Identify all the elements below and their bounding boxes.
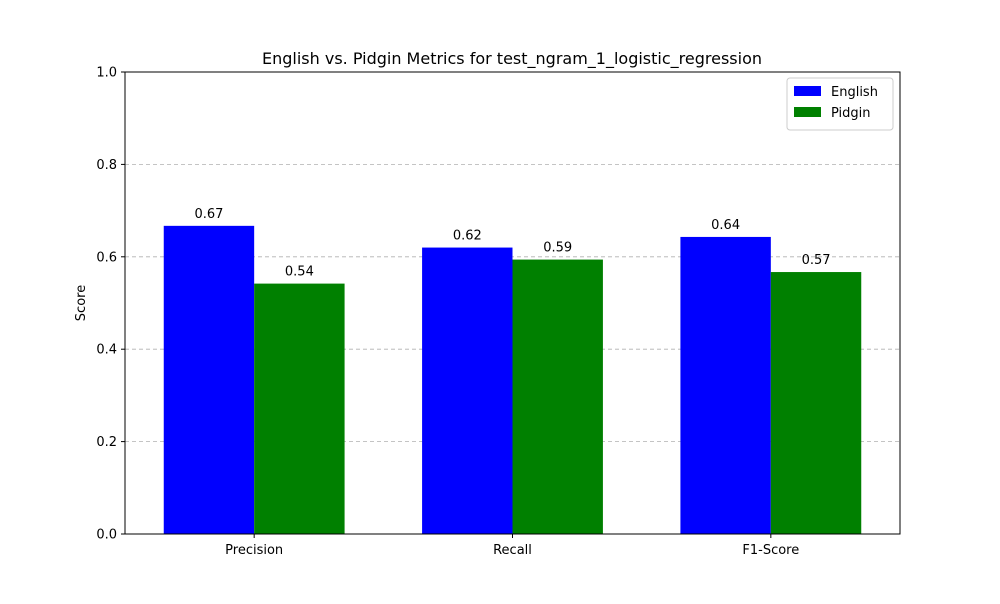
bar-value-label: 0.54 [285, 265, 314, 280]
bar-pidgin [254, 283, 345, 534]
bars [163, 225, 862, 534]
bar-pidgin [512, 259, 603, 534]
bar-value-labels: 0.67 0.54 0.62 0.59 0.64 0.57 [194, 207, 830, 280]
y-tick-label: 1.0 [96, 66, 117, 81]
plot-frame [124, 71, 901, 535]
legend-label-pidgin: Pidgin [831, 106, 871, 121]
bar-english [422, 247, 513, 534]
bar-pidgin [770, 272, 862, 534]
y-axis-label: Score [74, 285, 89, 321]
axes: 0.0 0.2 0.4 0.6 0.8 1.0 Precision Recall F1-Scor… [96, 66, 901, 558]
legend: English Pidgin [786, 77, 894, 131]
x-tick-label: Recall [493, 543, 532, 558]
bar-value-label: 0.67 [194, 207, 223, 222]
bar-english [163, 225, 255, 534]
bar-english [680, 236, 771, 534]
y-tick-label: 0.0 [96, 528, 117, 543]
x-tick-label: F1-Score [742, 543, 799, 558]
legend-label-english: English [831, 85, 878, 100]
y-tick-label: 0.6 [96, 250, 117, 265]
y-tick-label: 0.2 [96, 435, 117, 450]
bar-value-label: 0.59 [543, 241, 572, 256]
legend-swatch-english [794, 86, 821, 96]
chart-title: English vs. Pidgin Metrics for test_ngra… [262, 49, 762, 69]
bar-value-label: 0.62 [453, 229, 482, 244]
x-tick-label: Precision [225, 543, 283, 558]
y-tick-label: 0.4 [96, 343, 117, 358]
legend-swatch-pidgin [794, 107, 821, 117]
y-tick-label: 0.8 [96, 158, 117, 173]
bar-value-label: 0.64 [711, 218, 740, 233]
bar-value-label: 0.57 [802, 253, 831, 268]
